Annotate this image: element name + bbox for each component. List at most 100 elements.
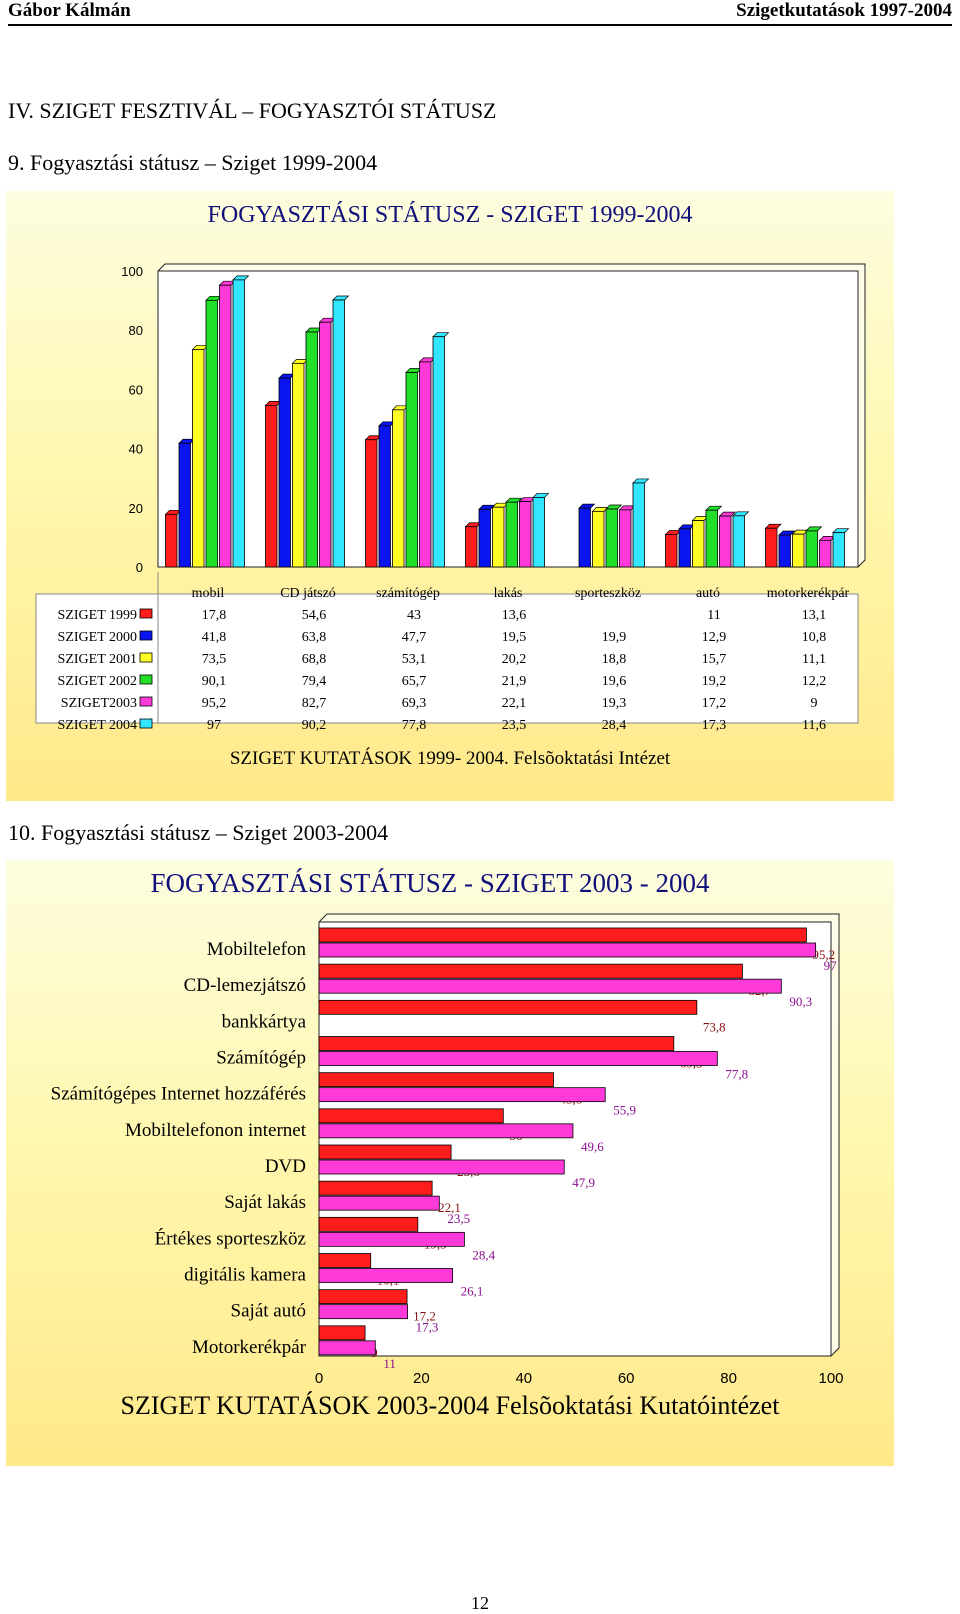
chart1-bar	[365, 439, 378, 568]
chart2-data-label: 73,8	[703, 1019, 726, 1034]
chart1-panel: FOGYASZTÁSI STÁTUSZ - SZIGET 1999-2004 0 2…	[6, 191, 894, 801]
chart2-data-label: 49,6	[581, 1139, 604, 1154]
chart2-xtick-label: 40	[515, 1370, 532, 1387]
chart1-bar	[532, 497, 545, 568]
chart1-bar	[465, 526, 478, 568]
chart1-table-value: 19,2	[702, 674, 727, 689]
chart1-legend-label: SZIGET 2002	[58, 674, 137, 689]
chart1-bar	[392, 409, 405, 568]
chart1-bar	[332, 299, 345, 568]
chart2-xtick-label: 80	[720, 1370, 737, 1387]
chart1-ytick-label: 100	[121, 264, 143, 279]
chart2-data-label: 90,3	[789, 994, 812, 1009]
chart1-bar	[832, 532, 845, 568]
chart1-table-value: 19,3	[602, 696, 627, 711]
chart1-table-value: 17,8	[202, 608, 227, 623]
chart2-bar	[318, 963, 743, 979]
chart2-bar	[318, 942, 817, 958]
chart1-table-value: 17,3	[702, 718, 727, 733]
chart2-category-label: CD-lemezjátszó	[184, 975, 306, 996]
chart2-category-label: Számítógépes Internet hozzáférés	[51, 1084, 306, 1105]
chart2-bar	[318, 1304, 408, 1320]
chart2-data-label: 17,2	[413, 1309, 436, 1324]
chart1-bar	[319, 321, 332, 568]
chart2-bar	[318, 1195, 440, 1211]
chart2-data-label: 23,5	[447, 1211, 470, 1226]
chart1-table-value: 19,5	[502, 630, 527, 645]
chart2-bar	[318, 1144, 452, 1160]
chart2-bar	[318, 1087, 606, 1103]
chart1-bar	[205, 299, 218, 568]
chart2-bar	[318, 1159, 565, 1175]
chart2-bar	[318, 978, 782, 994]
chart1-bar	[305, 331, 318, 568]
chart1-ytick-label: 80	[129, 323, 143, 338]
chart2-category-label: Értékes sporteszköz	[155, 1227, 306, 1249]
chart1-table-value: 43	[407, 608, 421, 623]
chart2-bar	[318, 1231, 465, 1247]
chart2-bar	[318, 1072, 554, 1088]
chart1-bar	[178, 442, 191, 568]
chart1-legend-swatch	[139, 630, 153, 641]
chart1-bar	[719, 515, 732, 568]
chart1-bar	[665, 534, 678, 568]
chart1-table-value: 11,1	[802, 652, 826, 667]
chart1-ytick-label: 60	[129, 382, 143, 397]
chart1-table-value: 95,2	[202, 696, 227, 711]
chart1-bar	[605, 508, 618, 568]
chart2-wall-edge	[318, 913, 840, 1357]
chart1-table-value: 19,9	[602, 630, 627, 645]
page-number: 12	[471, 1593, 489, 1613]
chart1-category-label: lakás	[494, 586, 523, 601]
chart2-data-label: 28,4	[472, 1247, 495, 1262]
chart1-category-label: motorkerékpár	[767, 586, 850, 601]
chart2-xtick-label: 100	[818, 1370, 843, 1387]
chart1-table-value: 90,2	[302, 718, 327, 733]
chart2-panel: FOGYASZTÁSI STÁTUSZ - SZIGET 2003 - 2004…	[6, 860, 894, 1466]
chart1-bar	[732, 515, 745, 568]
chart1-bar	[765, 527, 778, 568]
chart2-xtick-label: 0	[315, 1370, 323, 1387]
chart1-legend-swatch	[139, 674, 153, 685]
chart1-table-value: 47,7	[402, 630, 427, 645]
chart1-table-value: 19,6	[602, 674, 627, 689]
chart1-legend-label: SZIGET 1999	[58, 608, 137, 623]
chart1-legend-swatch	[139, 608, 153, 619]
chart1-legend-label: SZIGET 2001	[58, 652, 137, 667]
chart2-data-label: 17,3	[416, 1320, 439, 1335]
chart2-category-label: digitális kamera	[184, 1265, 306, 1286]
chart1-bar	[278, 377, 291, 568]
chart2-data-label: 77,8	[725, 1067, 748, 1082]
chart2-category-label: Saját autó	[231, 1301, 306, 1322]
chart1-table-value: 73,5	[202, 652, 227, 667]
page-header: Gábor Kálmán Szigetkutatások 1997-2004	[8, 0, 952, 26]
chart1-table-value: 63,8	[302, 630, 327, 645]
chart2-bar	[318, 1253, 372, 1268]
chart1-bar	[619, 509, 632, 568]
chart2-data-label: 22,1	[438, 1200, 461, 1215]
chart2-data-label: 55,9	[613, 1103, 636, 1118]
section-title: IV. SZIGET FESZTIVÁL – FOGYASZTÓI STÁTUS…	[8, 98, 497, 123]
chart2-bar	[318, 1216, 419, 1232]
chart2-bar	[318, 1123, 574, 1139]
chart1-bar	[478, 508, 491, 568]
chart1-category-label: autó	[696, 586, 720, 601]
chart2-category-label: Mobiltelefonon internet	[125, 1120, 307, 1141]
chart1-table-value: 82,7	[302, 696, 327, 711]
chart1-table-value: 54,6	[302, 608, 327, 623]
chart1-title: FOGYASZTÁSI STÁTUSZ - SZIGET 1999-2004	[208, 202, 693, 228]
chart1-table-value: 41,8	[202, 630, 227, 645]
chart1-table-value: 97	[207, 718, 221, 733]
chart1-bar	[819, 539, 832, 568]
chart1-category-label: mobil	[192, 586, 225, 601]
chart1-legend-swatch	[139, 696, 153, 707]
header-author: Gábor Kálmán	[8, 0, 131, 21]
chart2-xtick-label: 20	[413, 1370, 430, 1387]
chart2-category-label: Motorkerékpár	[192, 1337, 307, 1358]
chart2-category-label: bankkártya	[222, 1011, 307, 1032]
chart1-table-value: 12,9	[702, 630, 727, 645]
chart1-bar	[632, 482, 645, 568]
chart1-table-value: 13,6	[502, 608, 527, 623]
chart1-table-value: 11,6	[802, 718, 826, 733]
chart1-table-value: 69,3	[402, 696, 427, 711]
